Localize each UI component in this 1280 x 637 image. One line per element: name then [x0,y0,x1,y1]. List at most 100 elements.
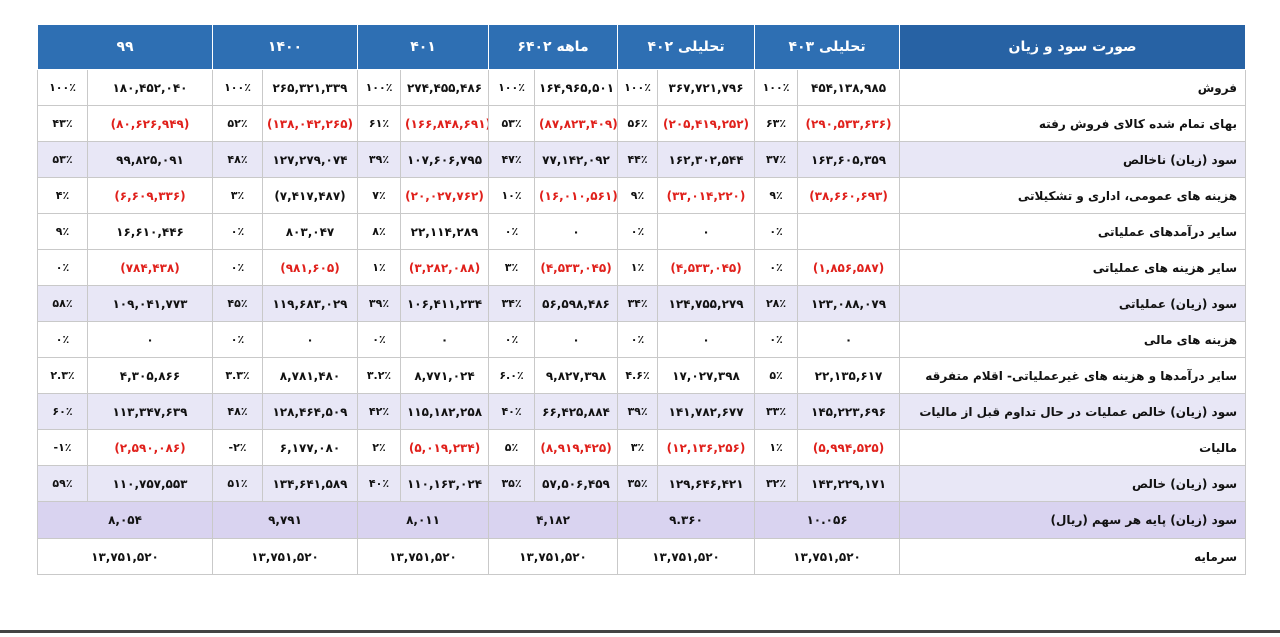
value-cell: (۴,۵۳۳,۰۴۵) [657,249,756,286]
value-cell: (۸۷,۸۲۳,۴۰۹) [534,105,619,142]
capital-value-cell: ۱۳,۷۵۱,۵۲۰ [617,538,756,575]
value-cell: ۸۰۳,۰۴۷ [262,213,358,250]
value-cell: (۹۸۱,۶۰۵) [262,249,358,286]
percent-cell: ۳۹٪ [617,393,659,430]
value-cell: ۰ [797,321,901,358]
value-cell: (۵,۹۹۴,۵۲۵) [797,429,901,466]
value-cell: ۹۹,۸۲۵,۰۹۱ [87,141,213,178]
row-label: سود (زیان) خالص [899,465,1247,502]
value-cell: ۱۳۴,۶۴۱,۵۸۹ [262,465,358,502]
value-cell: (۲۰۵,۴۱۹,۲۵۲) [657,105,756,142]
period-header-analytic-402: تحلیلی ۴۰۲ [617,24,756,70]
period-header-1400: ۱۴۰۰ [212,24,358,70]
percent-cell: ۴۲٪ [357,393,401,430]
percent-cell: ۶۳٪ [754,105,799,142]
value-cell: (۷۸۴,۴۳۸) [87,249,213,286]
percent-cell: ۶.۰٪ [488,357,536,394]
header-row: ۹۹ ۱۴۰۰ ۴۰۱ ۶ماهه ۴۰۲ تحلیلی ۴۰۲ تحلیلی … [37,24,1247,70]
percent-cell: ۲٪ [357,429,401,466]
value-cell: ۱۱۳,۳۴۷,۶۳۹ [87,393,213,430]
percent-cell: ۵۸٪ [37,285,88,322]
percent-cell: ۱۰۰٪ [37,69,88,106]
table-row: ۵۹٪ ۱۱۰,۷۵۷,۵۵۳ ۵۱٪ ۱۳۴,۶۴۱,۵۸۹ ۴۰٪ ۱۱۰,۱۶۳,۰… [37,465,1247,502]
eps-value-cell: ۸,۰۱۱ [356,501,490,539]
percent-cell: ۰٪ [212,321,263,358]
percent-cell: ۲۸٪ [754,285,799,322]
value-cell: ۱۱۰,۱۶۳,۰۲۴ [399,465,490,502]
value-cell: ۶۶,۴۲۵,۸۸۴ [534,393,619,430]
percent-cell: ۰٪ [488,213,536,250]
percent-cell: ۱۰۰٪ [617,69,659,106]
eps-value-cell: ۴,۱۸۲ [488,501,619,539]
row-label: هزینه های مالی [899,321,1247,358]
value-cell: ۰ [657,321,756,358]
capital-value-cell: ۱۳,۷۵۱,۵۲۰ [37,538,213,575]
percent-cell: ۳.۳٪ [212,357,263,394]
percent-cell: ۳.۲٪ [357,357,401,394]
value-cell: (۲۹۰,۵۳۳,۶۳۶) [797,105,901,142]
table-row: ۵۸٪ ۱۰۹,۰۴۱,۷۷۳ ۴۵٪ ۱۱۹,۶۸۳,۰۲۹ ۳۹٪ ۱۰۶,۴۱۱,۲… [37,285,1247,322]
percent-cell: ۳۴٪ [617,285,659,322]
percent-cell: ۵٪ [488,429,536,466]
percent-cell: ۴۷٪ [488,141,536,178]
value-cell: ۱۱۰,۷۵۷,۵۵۳ [87,465,213,502]
percent-cell: ۰٪ [617,321,659,358]
table-row: ۴٪ (۶,۶۰۹,۳۳۶) ۳٪ (۷,۴۱۷,۴۸۷) ۷٪ (۲۰,۰۲۷,۷۶۲)… [37,177,1247,214]
value-cell: (۲۰,۰۲۷,۷۶۲) [399,177,490,214]
value-cell: ۰ [534,321,619,358]
percent-cell: ۵۳٪ [488,105,536,142]
percent-cell: ۵۶٪ [617,105,659,142]
value-cell: ۲۶۵,۳۲۱,۳۳۹ [262,69,358,106]
value-cell: ۱۰۶,۴۱۱,۲۳۴ [399,285,490,322]
percent-cell: ۰٪ [754,249,799,286]
eps-value-cell: ۸,۰۵۴ [37,501,213,539]
row-label: سود (زیان) خالص عملیات در حال تداوم قبل … [899,393,1247,430]
value-cell: ۱۶۲,۳۰۲,۵۴۴ [657,141,756,178]
value-cell: ۱۰۷,۶۰۶,۷۹۵ [399,141,490,178]
table-row: ۲.۳٪ ۴,۳۰۵,۸۶۶ ۳.۳٪ ۸,۷۸۱,۴۸۰ ۳.۲٪ ۸,۷۷۱,۰۲۴ ۶… [37,357,1247,394]
percent-cell: ۳۹٪ [357,141,401,178]
value-cell: (۶,۶۰۹,۳۳۶) [87,177,213,214]
value-cell: ۱۶,۶۱۰,۴۴۶ [87,213,213,250]
value-cell: (۱۲,۱۳۶,۲۵۶) [657,429,756,466]
row-label: هزینه های عمومی، اداری و تشکیلاتی [899,177,1247,214]
value-cell: (۸۰,۶۲۶,۹۴۹) [87,105,213,142]
table-row: ۹٪ ۱۶,۶۱۰,۴۴۶ ۰٪ ۸۰۳,۰۴۷ ۸٪ ۲۲,۱۱۴,۲۸۹ ۰٪ ۰ ۰٪ ۰ ۰… [37,213,1247,250]
value-cell: (۸,۹۱۹,۴۲۵) [534,429,619,466]
period-header-6m-402: ۶ماهه ۴۰۲ [488,24,619,70]
percent-cell: ۴۵٪ [212,285,263,322]
percent-cell: ۴۰٪ [488,393,536,430]
percent-cell: ۰٪ [212,249,263,286]
value-cell: ۱۲۴,۷۵۵,۲۷۹ [657,285,756,322]
value-cell: ۰ [399,321,490,358]
value-cell: (۱۶,۰۱۰,۵۶۱) [534,177,619,214]
value-cell: ۱۱۹,۶۸۳,۰۲۹ [262,285,358,322]
percent-cell: ۲.۳٪ [37,357,88,394]
percent-cell: ۱٪ [357,249,401,286]
value-cell: ۰ [657,213,756,250]
percent-cell: ۴٪ [37,177,88,214]
row-label: مالیات [899,429,1247,466]
percent-cell: ۴۳٪ [37,105,88,142]
percent-cell: ۷٪ [357,177,401,214]
percent-cell: ۰٪ [37,249,88,286]
percent-cell: ۳۳٪ [754,393,799,430]
table-title: صورت سود و زیان [899,24,1247,70]
value-cell: ۲۲,۱۱۴,۲۸۹ [399,213,490,250]
percent-cell: ۳۴٪ [488,285,536,322]
percent-cell: ۰٪ [37,321,88,358]
row-label: فروش [899,69,1247,106]
table-row: ۰٪ (۷۸۴,۴۳۸) ۰٪ (۹۸۱,۶۰۵) ۱٪ (۳,۲۸۲,۰۸۸) ۳٪ (۴,… [37,249,1247,286]
value-cell: (۵,۰۱۹,۲۳۴) [399,429,490,466]
value-cell: ۱۶۴,۹۶۵,۵۰۱ [534,69,619,106]
percent-cell: ۵۲٪ [212,105,263,142]
period-header-401: ۴۰۱ [356,24,490,70]
percent-cell: ۴۰٪ [357,465,401,502]
table-row: ۰٪ ۰ ۰٪ ۰ ۰٪ ۰ ۰٪ ۰ ۰٪ ۰ ۰٪ ۰ هزینه های مالی [37,321,1247,358]
capital-value-cell: ۱۳,۷۵۱,۵۲۰ [754,538,901,575]
value-cell: (۷,۴۱۷,۴۸۷) [262,177,358,214]
percent-cell: ۶۱٪ [357,105,401,142]
row-label: سایر هزینه های عملیاتی [899,249,1247,286]
value-cell: ۷۷,۱۴۲,۰۹۲ [534,141,619,178]
percent-cell: ۰٪ [488,321,536,358]
